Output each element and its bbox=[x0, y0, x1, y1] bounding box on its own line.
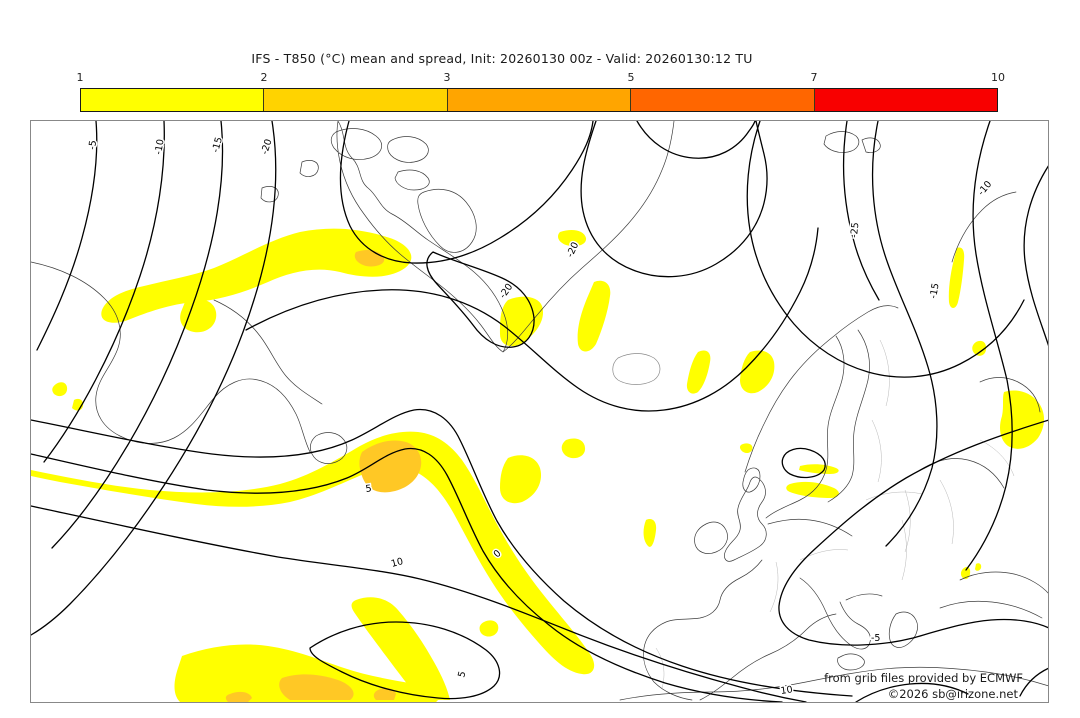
contour-label: 5 bbox=[456, 670, 468, 679]
contour-line bbox=[339, 120, 594, 264]
contour-line bbox=[43, 120, 165, 463]
contour-label: -10 bbox=[153, 138, 167, 155]
contour-label: 10 bbox=[780, 684, 794, 697]
attribution-copyright: ©2026 sb@irizone.net bbox=[888, 687, 1019, 701]
contour-line bbox=[871, 120, 938, 547]
spread-patch-high bbox=[225, 250, 422, 702]
colorbar-tick: 2 bbox=[260, 71, 268, 84]
weather-map: -5 -10 -15 -20 -20 -20 -25 -15 -10 5 0 1… bbox=[30, 120, 1049, 703]
colorbar-segment bbox=[263, 89, 447, 111]
map-title: IFS - T850 (°C) mean and spread, Init: 2… bbox=[251, 51, 753, 66]
contour-line bbox=[426, 251, 535, 348]
contour-line bbox=[309, 621, 501, 700]
contour-line bbox=[855, 667, 1049, 703]
attribution-source: from grib files provided by ECMWF bbox=[824, 671, 1023, 685]
contour-labels: -5 -10 -15 -20 -20 -20 -25 -15 -10 5 0 1… bbox=[86, 134, 996, 698]
contour-line bbox=[781, 447, 826, 479]
spread-patch bbox=[31, 228, 1044, 702]
spread-shading-low bbox=[31, 228, 1044, 702]
contour-label: -15 bbox=[928, 282, 942, 299]
contour-label: 10 bbox=[390, 556, 405, 570]
contour-line bbox=[636, 120, 756, 159]
country-borders bbox=[655, 339, 1015, 689]
contour-label: -10 bbox=[976, 179, 994, 198]
contour-label: -5 bbox=[871, 633, 880, 644]
colorbar-segment bbox=[630, 89, 814, 111]
contour-line bbox=[30, 408, 853, 697]
contour-line bbox=[36, 120, 98, 351]
coastline-arctic bbox=[823, 131, 1041, 489]
contour-label: 5 bbox=[365, 483, 373, 495]
temperature-contours bbox=[30, 120, 1049, 703]
border-line bbox=[655, 339, 1015, 689]
spread-colorbar bbox=[80, 88, 998, 112]
colorbar-segment bbox=[446, 89, 631, 111]
coastline-iceland bbox=[612, 353, 661, 385]
contour-label: -5 bbox=[87, 140, 99, 151]
contour-line bbox=[842, 120, 880, 301]
map-area: -5 -10 -15 -20 -20 -20 -25 -15 -10 5 0 1… bbox=[30, 120, 1049, 703]
colorbar-tick: 1 bbox=[76, 71, 84, 84]
spread-shading-mid bbox=[225, 250, 422, 702]
map-frame bbox=[30, 120, 1049, 703]
contour-line bbox=[30, 120, 277, 636]
contour-label: -25 bbox=[849, 222, 861, 238]
colorbar-tick: 10 bbox=[991, 71, 1005, 84]
colorbar-tick: 3 bbox=[443, 71, 451, 84]
contour-line bbox=[1023, 164, 1049, 348]
contour-line bbox=[580, 120, 768, 278]
contour-line bbox=[965, 120, 1013, 571]
contour-line bbox=[51, 120, 224, 549]
contour-line bbox=[778, 419, 1049, 646]
contour-label: -20 bbox=[259, 138, 274, 156]
colorbar-segment bbox=[81, 89, 264, 111]
colorbar-segment bbox=[813, 89, 998, 111]
contour-line bbox=[746, 120, 1025, 378]
coastline-europe bbox=[619, 305, 1049, 701]
contour-line bbox=[30, 447, 783, 703]
contour-line bbox=[245, 227, 819, 412]
colorbar-tick: 7 bbox=[810, 71, 818, 84]
contour-line bbox=[30, 505, 807, 703]
colorbar-tick: 5 bbox=[627, 71, 635, 84]
coastlines bbox=[30, 120, 1049, 701]
